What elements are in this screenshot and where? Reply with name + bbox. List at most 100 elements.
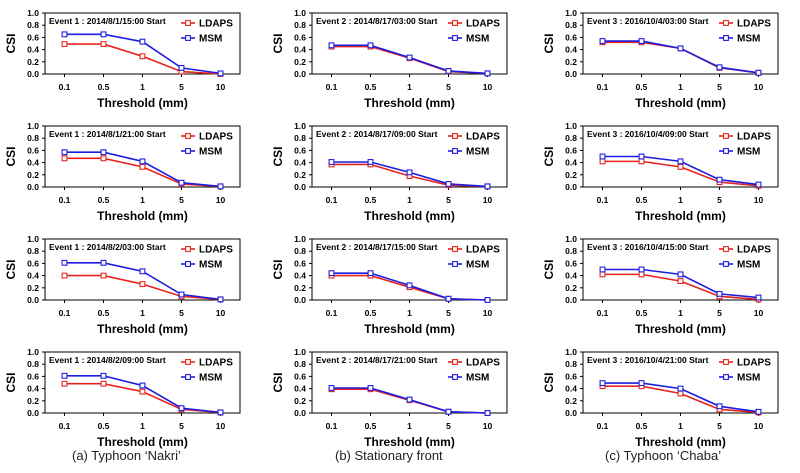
chart-title: Event 2 : 2014/8/17/21:00 Start <box>316 355 438 365</box>
x-tick-label: 10 <box>483 421 493 431</box>
data-point-msm <box>406 396 413 403</box>
data-point-ldaps <box>139 388 146 395</box>
data-point-msm <box>100 259 107 266</box>
legend-marker-msm <box>185 261 191 267</box>
y-tick-label: 0.0 <box>294 408 306 418</box>
y-tick-label: 1.0 <box>565 8 577 18</box>
chart-title: Event 2 : 2014/8/17/09:00 Start <box>316 129 438 139</box>
legend-marker-msm <box>723 374 729 380</box>
y-tick-label: 0.8 <box>294 133 306 143</box>
x-tick-label: 5 <box>179 421 184 431</box>
data-point-msm <box>677 158 684 165</box>
x-tick-label: 0.1 <box>326 195 338 205</box>
data-point-msm <box>61 149 68 156</box>
chart-title: Event 3 : 2016/10/4/15:00 Start <box>587 242 709 252</box>
y-tick-label: 0.4 <box>294 158 306 168</box>
data-point-msm <box>139 268 146 275</box>
y-tick-label: 0.4 <box>294 271 306 281</box>
legend-label-ldaps: LDAPS <box>199 19 233 30</box>
x-tick-label: 5 <box>179 195 184 205</box>
x-tick-label: 5 <box>179 82 184 92</box>
x-axis-label: Threshold (mm) <box>97 209 188 223</box>
y-tick-label: 1.0 <box>27 121 39 131</box>
panel-12: 0.0 0.2 0.4 0.6 0.8 1.0 0.1 0.5 1 5 10 Threshold (m… <box>542 347 779 449</box>
y-tick-label: 1.0 <box>565 347 577 357</box>
x-tick-label: 0.1 <box>597 195 609 205</box>
y-axis-label: CSI <box>542 146 556 166</box>
y-axis-label: CSI <box>4 146 18 166</box>
legend-marker-ldaps <box>185 359 191 365</box>
y-tick-label: 0.2 <box>27 57 39 67</box>
x-axis-label: Threshold (mm) <box>635 209 726 223</box>
legend-marker-msm <box>452 148 458 154</box>
legend-marker-ldaps <box>452 359 458 365</box>
x-tick-label: 0.1 <box>326 421 338 431</box>
data-point-msm <box>367 159 374 165</box>
legend-marker-msm <box>452 261 458 267</box>
y-tick-label: 1.0 <box>27 8 39 18</box>
chart-title: Event 1 : 2014/8/1/15:00 Start <box>49 16 166 26</box>
y-tick-label: 0.2 <box>565 396 577 406</box>
x-tick-label: 0.5 <box>98 308 110 318</box>
y-tick-label: 0.4 <box>27 45 39 55</box>
data-point-msm <box>61 31 68 38</box>
y-tick-label: 0.2 <box>27 396 39 406</box>
y-tick-label: 1.0 <box>565 234 577 244</box>
legend-marker-ldaps <box>723 246 729 252</box>
data-point-ldaps <box>677 278 684 285</box>
chart-title: Event 2 : 2014/8/17/15:00 Start <box>316 242 438 252</box>
y-tick-label: 0.4 <box>565 158 577 168</box>
data-point-msm <box>328 270 335 277</box>
x-tick-label: 0.5 <box>636 308 648 318</box>
chart-title: Event 1 : 2014/8/2/09:00 Start <box>49 355 166 365</box>
y-axis-label: CSI <box>542 259 556 279</box>
x-tick-label: 0.5 <box>636 82 648 92</box>
legend-label-msm: MSM <box>466 260 489 271</box>
legend-label-msm: MSM <box>466 373 489 384</box>
legend-label-msm: MSM <box>199 373 222 384</box>
data-point-ldaps <box>100 272 107 279</box>
y-tick-label: 0.8 <box>294 246 306 256</box>
data-point-msm <box>638 153 645 160</box>
x-tick-label: 1 <box>140 421 145 431</box>
data-point-msm <box>445 408 452 415</box>
data-point-ldaps <box>100 380 107 387</box>
data-point-msm <box>217 409 224 416</box>
panel-4: 0.0 0.2 0.4 0.6 0.8 1.0 0.1 0.5 1 5 10 Threshold (m… <box>4 121 241 223</box>
x-tick-label: 1 <box>678 421 683 431</box>
data-point-ldaps <box>599 271 606 278</box>
data-point-msm <box>445 295 452 302</box>
chart-title: Event 3 : 2016/10/4/21:00 Start <box>587 355 709 365</box>
x-tick-label: 0.1 <box>59 82 71 92</box>
y-tick-label: 0.2 <box>565 57 577 67</box>
x-tick-label: 5 <box>446 308 451 318</box>
y-tick-label: 0.6 <box>27 145 39 155</box>
y-tick-label: 0.2 <box>565 283 577 293</box>
x-axis-label: Threshold (mm) <box>364 322 455 336</box>
data-point-msm <box>406 169 413 176</box>
y-tick-label: 0.6 <box>565 145 577 155</box>
data-point-ldaps <box>100 155 107 162</box>
series-line-msm <box>64 261 221 301</box>
data-point-msm <box>638 266 645 273</box>
y-tick-label: 0.0 <box>27 408 39 418</box>
x-tick-label: 10 <box>216 195 226 205</box>
data-point-msm <box>100 31 107 38</box>
panel-1: 0.0 0.2 0.4 0.6 0.8 1.0 0.1 0.5 1 5 10 Threshold (m… <box>4 8 241 110</box>
data-point-msm <box>328 42 335 49</box>
y-tick-label: 0.4 <box>565 271 577 281</box>
x-tick-label: 0.1 <box>59 195 71 205</box>
legend-label-ldaps: LDAPS <box>737 245 771 256</box>
y-axis-label: CSI <box>271 33 285 53</box>
data-point-msm <box>139 382 146 389</box>
panel-7: 0.0 0.2 0.4 0.6 0.8 1.0 0.1 0.5 1 5 10 Threshold (m… <box>4 234 241 336</box>
data-point-msm <box>100 372 107 379</box>
legend-label-ldaps: LDAPS <box>199 358 233 369</box>
y-tick-label: 0.8 <box>294 359 306 369</box>
y-axis-label: CSI <box>4 372 18 392</box>
data-point-msm <box>755 294 762 301</box>
data-point-msm <box>677 385 684 392</box>
y-tick-label: 0.0 <box>565 69 577 79</box>
y-tick-label: 0.8 <box>27 246 39 256</box>
data-point-msm <box>755 181 762 188</box>
